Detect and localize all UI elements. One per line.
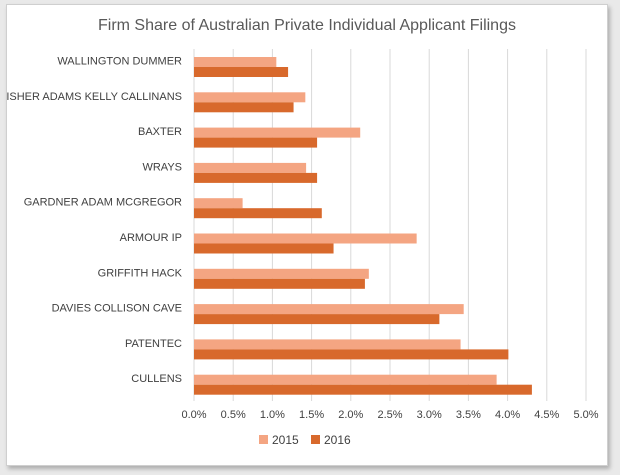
category-label: GARDNER ADAM MCGREGOR <box>24 197 182 209</box>
bar-2016 <box>194 384 532 395</box>
x-tick-label: 5.0% <box>573 409 598 421</box>
x-tick-label: 3.0% <box>417 409 442 421</box>
x-tick-label: 0.0% <box>181 409 206 421</box>
bar-2015 <box>194 304 464 315</box>
x-tick-label: 0.5% <box>221 409 246 421</box>
x-tick-label: 2.0% <box>338 409 363 421</box>
legend-swatch-2016 <box>311 435 320 444</box>
bar-2015 <box>194 92 306 103</box>
category-label: FISHER ADAMS KELLY CALLINANS <box>7 91 182 103</box>
category-label: DAVIES COLLISON CAVE <box>52 303 182 315</box>
legend-label-2015: 2015 <box>272 433 299 447</box>
bar-chart: 0.0% 0.5% 1.0% 1.5% 2.0% 2.5% 3.0% 3.5% 4.0% 4.5%… <box>7 49 599 447</box>
chart-title: Firm Share of Australian Private Individ… <box>98 17 516 34</box>
legend-label-2016: 2016 <box>324 433 351 447</box>
category-label: CULLENS <box>131 373 182 385</box>
bar-2016 <box>194 243 334 254</box>
bar-2016 <box>194 278 365 289</box>
category-label: BAXTER <box>138 126 182 138</box>
category-label: GRIFFITH HACK <box>98 267 183 279</box>
x-tick-label: 4.5% <box>534 409 559 421</box>
category-label: ARMOUR IP <box>120 232 182 244</box>
bar-2016 <box>194 137 318 148</box>
x-tick-label: 4.0% <box>495 409 520 421</box>
x-tick-label: 3.5% <box>456 409 481 421</box>
bar-2016 <box>194 349 509 360</box>
bar-2015 <box>194 268 369 279</box>
bar-2016 <box>194 172 318 183</box>
bar-2015 <box>194 198 243 209</box>
category-label: WALLINGTON DUMMER <box>57 56 182 68</box>
chart-frame: Firm Share of Australian Private Individ… <box>6 4 608 466</box>
x-tick-label: 1.5% <box>299 409 324 421</box>
bar-2016 <box>194 208 322 219</box>
category-label: WRAYS <box>142 161 182 173</box>
bar-2016 <box>194 314 440 325</box>
x-tick-label: 1.0% <box>260 409 285 421</box>
legend-swatch-2015 <box>259 435 268 444</box>
bar-2015 <box>194 57 277 67</box>
bar-2016 <box>194 102 294 113</box>
category-label: PATENTEC <box>125 338 182 350</box>
bar-2016 <box>194 67 289 77</box>
bar-2015 <box>194 233 417 244</box>
bar-2015 <box>194 127 361 138</box>
bar-2015 <box>194 339 461 350</box>
bar-2015 <box>194 374 497 385</box>
bar-2015 <box>194 162 307 173</box>
x-tick-label: 2.5% <box>377 409 402 421</box>
